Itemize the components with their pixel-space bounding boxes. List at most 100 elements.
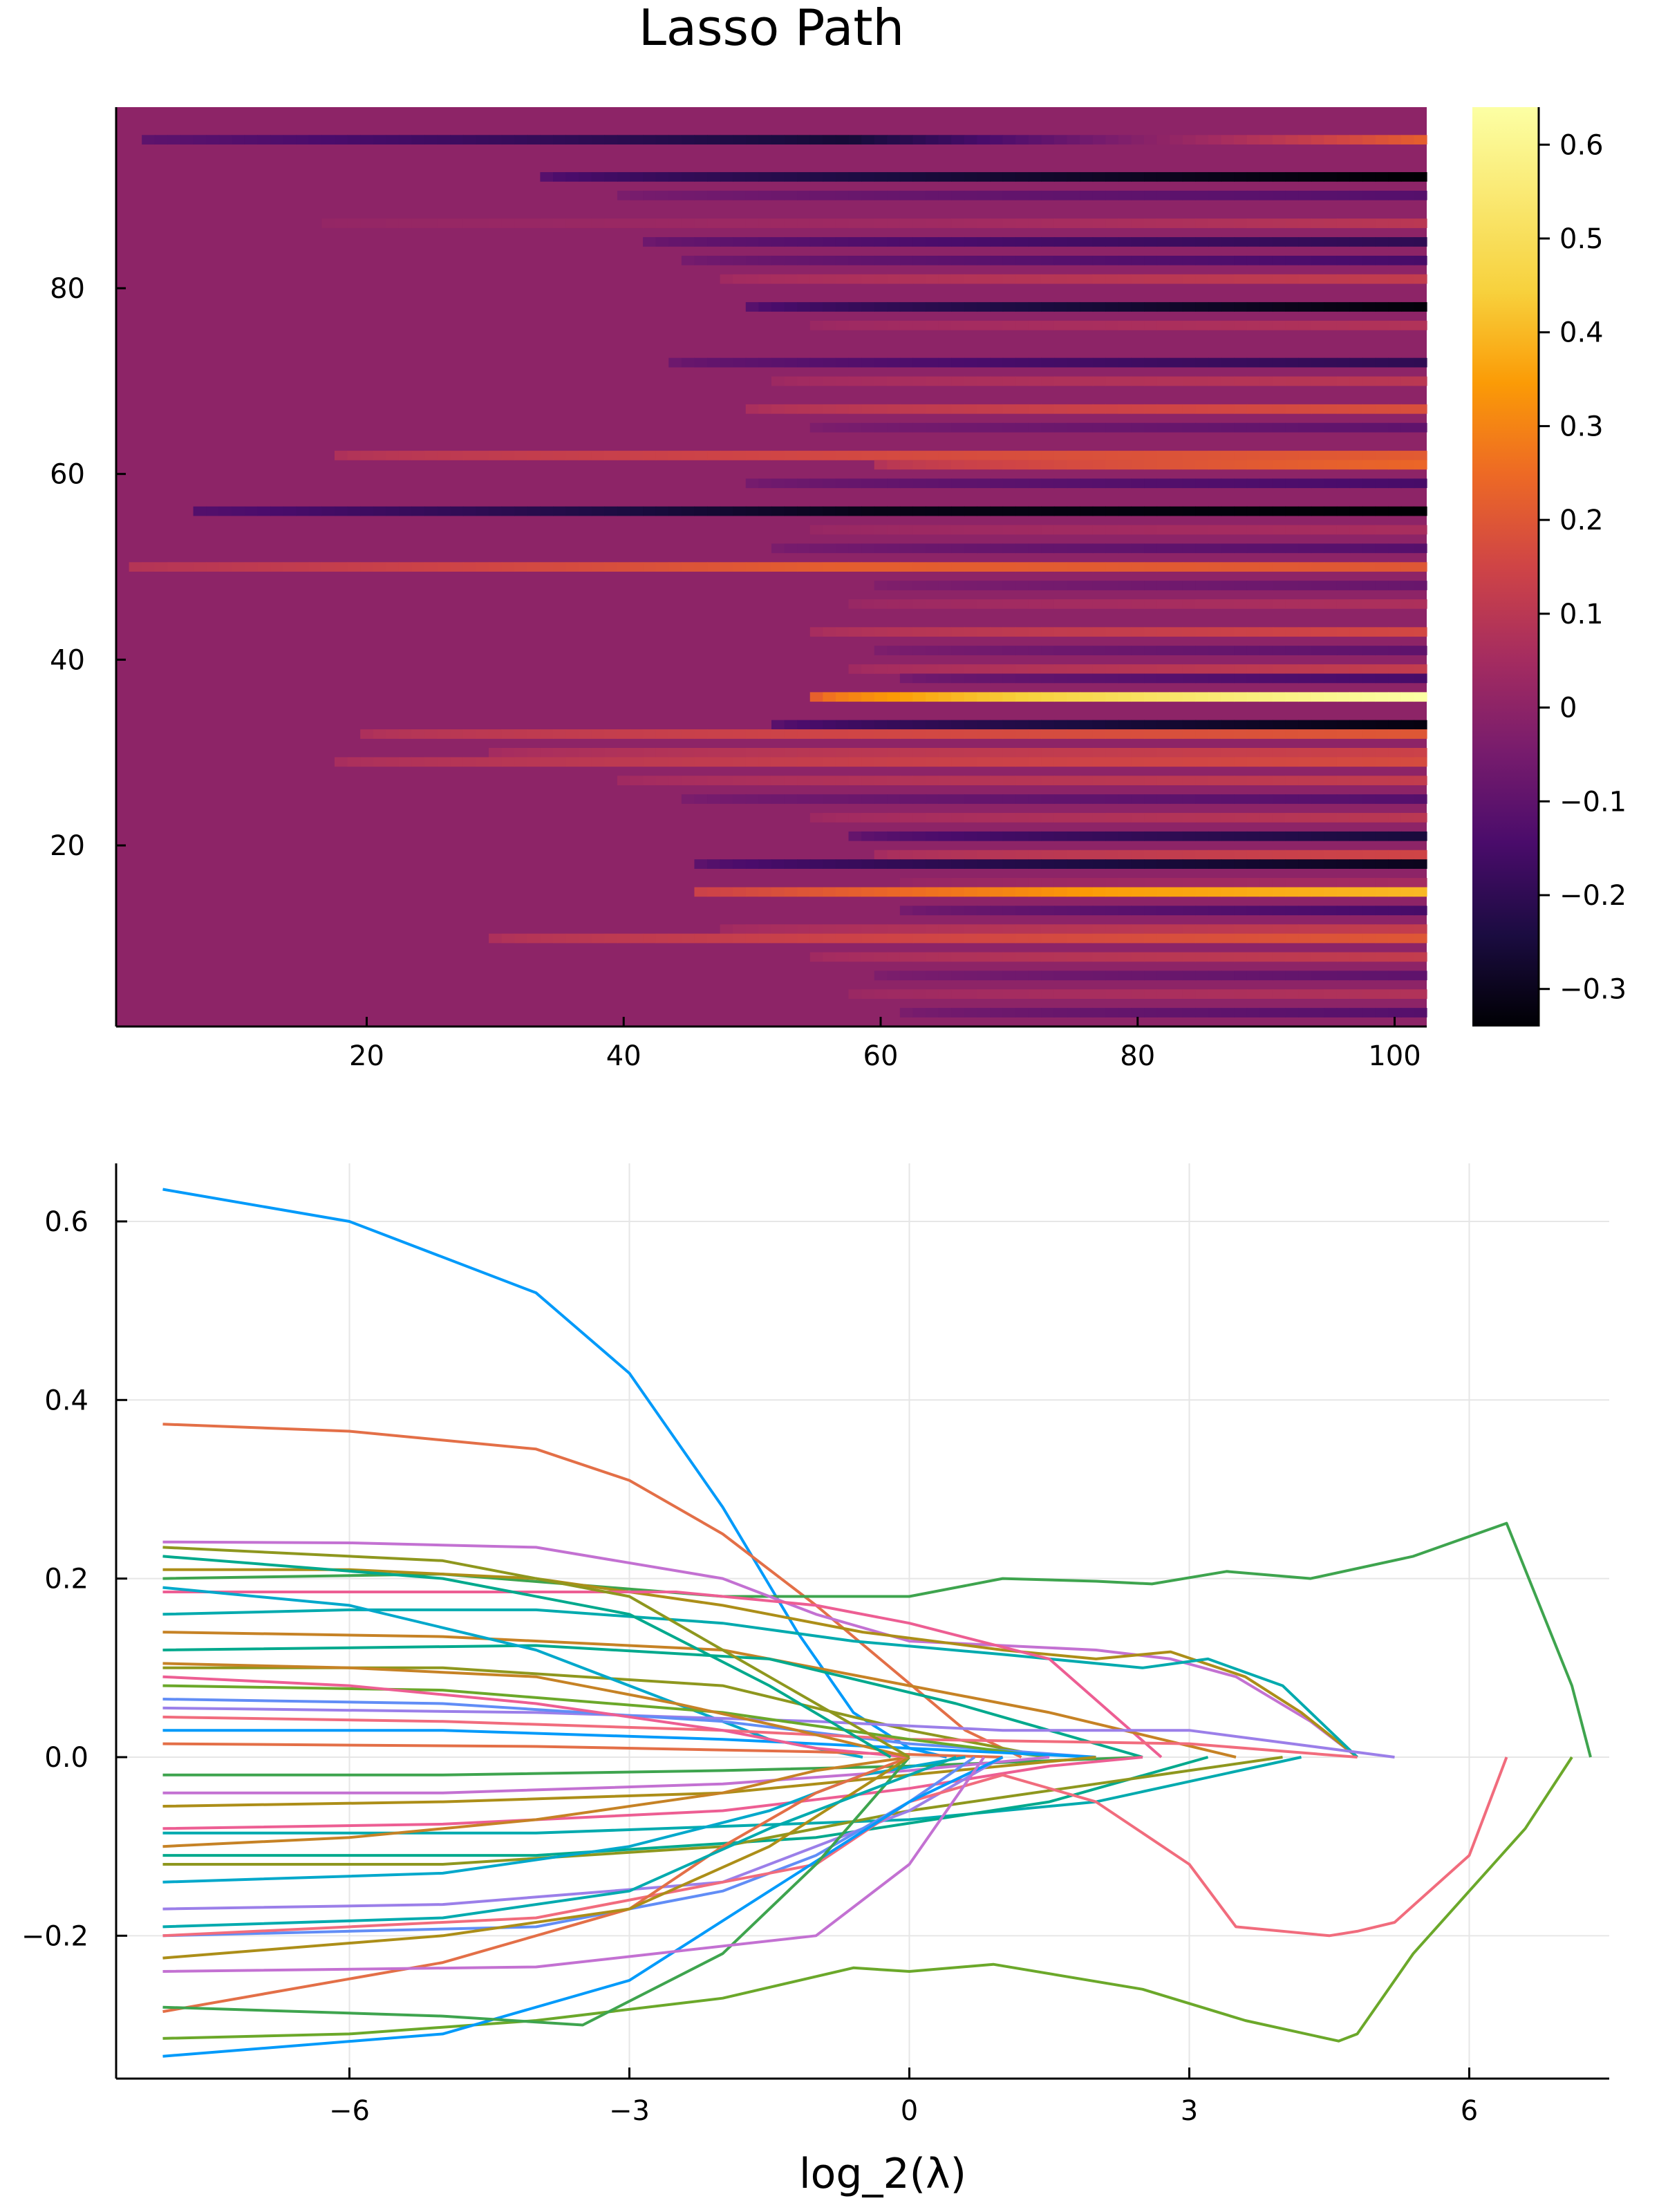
heatmap-cell xyxy=(1311,924,1324,934)
heatmap-cell xyxy=(977,543,991,554)
heatmap-cell xyxy=(1182,794,1197,804)
heatmap-cell xyxy=(1105,664,1119,674)
heatmap-cell xyxy=(1118,989,1132,999)
heatmap-cell xyxy=(1053,135,1068,145)
heatmap-cell xyxy=(1170,887,1183,897)
heatmap-cell xyxy=(373,757,386,767)
heatmap-cell xyxy=(437,135,451,145)
heatmap-cell xyxy=(938,952,952,962)
heatmap-cell xyxy=(1272,422,1286,433)
heatmap-cell xyxy=(1105,850,1119,860)
heatmap-cell xyxy=(938,794,952,804)
heatmap-cell xyxy=(591,451,605,460)
heatmap-cell xyxy=(938,692,952,702)
heatmap-cell xyxy=(1170,794,1183,804)
heatmap-cell xyxy=(1053,451,1068,460)
heatmap-cell xyxy=(926,422,939,433)
heatmap-cell xyxy=(887,989,901,999)
heatmap-cell xyxy=(257,506,271,516)
heatmap-cell xyxy=(1362,878,1376,888)
heatmap-cell xyxy=(1195,422,1209,433)
heatmap-cell xyxy=(823,720,836,730)
heatmap-cell xyxy=(1221,952,1235,962)
heatmap-cell xyxy=(1246,172,1260,182)
heatmap-cell xyxy=(1362,729,1376,739)
series-line-y29 xyxy=(162,1756,1508,1938)
heatmap-cell xyxy=(1234,887,1248,897)
heatmap-cell xyxy=(1118,404,1132,414)
heatmap-cell xyxy=(977,813,991,823)
heatmap-cell xyxy=(926,971,939,981)
heatmap-cell xyxy=(1105,525,1119,535)
heatmap-cell xyxy=(1349,599,1363,609)
heatmap-cell xyxy=(335,562,348,572)
heatmap-cell xyxy=(1080,757,1094,767)
heatmap-cell xyxy=(681,255,695,265)
heatmap-cell xyxy=(964,887,978,897)
heatmap-cell xyxy=(1067,776,1080,786)
heatmap-cell xyxy=(1092,543,1106,554)
heatmap-cell xyxy=(1414,320,1427,330)
heatmap-cell xyxy=(758,302,772,312)
heatmap-cell xyxy=(1144,562,1158,572)
heatmap-cell xyxy=(720,562,733,572)
heatmap-cell xyxy=(771,135,785,145)
heatmap-cell xyxy=(1092,376,1106,386)
heatmap-cell xyxy=(771,887,785,897)
heatmap-cell xyxy=(964,692,978,702)
heatmap-cell xyxy=(1349,1008,1363,1018)
heatmap-cell xyxy=(1092,525,1106,535)
heatmap-cell xyxy=(1080,933,1094,944)
heatmap-cell xyxy=(1195,673,1209,684)
heatmap-cell xyxy=(527,757,541,767)
heatmap-cell xyxy=(1015,525,1029,535)
heatmap-cell xyxy=(1002,172,1016,182)
heatmap-cell xyxy=(745,237,760,247)
heatmap-cell xyxy=(990,172,1004,182)
heatmap-cell xyxy=(1156,729,1170,739)
heatmap-cell xyxy=(745,135,760,145)
heatmap-cell xyxy=(1144,646,1158,655)
heatmap-cell xyxy=(386,451,400,460)
heatmap-cell xyxy=(1053,172,1068,182)
heatmap-cell xyxy=(861,794,875,804)
heatmap-cell xyxy=(630,562,644,572)
heatmap-cell xyxy=(951,562,965,572)
heatmap-cell xyxy=(527,506,541,516)
heatmap-cell xyxy=(1324,924,1338,934)
heatmap-cell xyxy=(1285,664,1299,674)
heatmap-cell xyxy=(1156,478,1170,489)
heatmap-cell xyxy=(1208,664,1222,674)
heatmap-cell xyxy=(1298,878,1312,888)
heatmap-cell xyxy=(926,859,939,869)
heatmap-cell xyxy=(1400,525,1415,535)
heatmap-cell xyxy=(1298,720,1312,730)
heatmap-cell xyxy=(1118,831,1132,841)
heatmap-cell xyxy=(977,887,991,897)
heatmap-cell xyxy=(1041,1008,1055,1018)
heatmap-cell xyxy=(990,255,1004,265)
heatmap-cell xyxy=(1414,813,1427,823)
heatmap-cell xyxy=(1041,302,1055,312)
heatmap-cell xyxy=(1080,952,1094,962)
heatmap-cell xyxy=(1388,274,1402,284)
heatmap-cell xyxy=(1144,274,1158,284)
heatmap-cell xyxy=(232,506,245,516)
heatmap-cell xyxy=(1067,376,1080,386)
heatmap-cell xyxy=(823,302,836,312)
heatmap-cell xyxy=(1170,850,1183,860)
heatmap-cell xyxy=(758,237,772,247)
heatmap-cell xyxy=(1362,581,1376,590)
heatmap-cell xyxy=(809,813,823,823)
heatmap-cell xyxy=(1388,813,1402,823)
heatmap-cell xyxy=(1156,952,1170,962)
heatmap-cell xyxy=(938,237,952,247)
heatmap-cell xyxy=(823,562,836,572)
heatmap-cell xyxy=(1028,218,1042,228)
heatmap-cell xyxy=(1234,543,1248,554)
heatmap-cell xyxy=(1285,506,1299,516)
heatmap-cell xyxy=(1375,924,1389,934)
series-line-y2 xyxy=(162,1423,1022,1759)
heatmap-cell xyxy=(1028,729,1042,739)
heatmap-cell xyxy=(1400,422,1415,433)
